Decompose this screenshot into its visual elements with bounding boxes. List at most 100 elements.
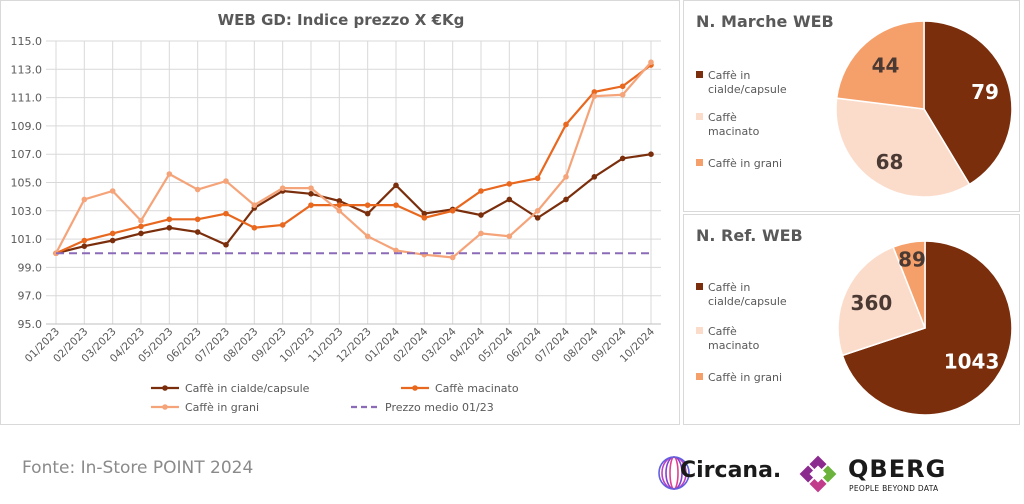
qberg-logo-text: QBERG [848, 455, 947, 483]
data-point [393, 202, 399, 208]
data-point [81, 243, 88, 249]
circana-logo [658, 456, 690, 490]
y-tick-label: 103.0 [11, 205, 43, 218]
slice-value-label: 44 [872, 53, 900, 77]
data-point [166, 224, 173, 231]
legend-label: Caffè macinato [708, 111, 760, 138]
brands-pie-panel: N. Marche WEB 79 68 44 Caffè in cialde/capsul… [683, 0, 1020, 212]
slice-value-label: 89 [898, 248, 926, 272]
data-point [563, 174, 569, 180]
slice-value-label: 79 [971, 80, 999, 104]
data-point [194, 229, 201, 235]
data-point [308, 185, 314, 191]
data-point [619, 91, 626, 98]
legend-label: Caffè macinato [435, 382, 519, 395]
data-point [619, 83, 626, 90]
data-point [591, 89, 598, 95]
chart-title: WEB GD: Indice prezzo X €Kg [218, 11, 465, 29]
legend-marker [162, 385, 168, 391]
data-point [223, 241, 229, 248]
data-point [109, 237, 116, 244]
brands-pie-chart: N. Marche WEB 79 68 44 Caffè in cialde/capsul… [696, 12, 1013, 198]
y-tick-label: 111.0 [11, 92, 43, 105]
data-point [478, 212, 484, 218]
data-point [478, 230, 484, 237]
data-point [364, 210, 371, 217]
qberg-logo [799, 455, 837, 493]
data-point [138, 223, 144, 230]
pie-slice [835, 20, 925, 110]
data-point [648, 59, 654, 66]
pie-title: N. Ref. WEB [696, 226, 803, 245]
data-point [279, 222, 286, 228]
data-point [308, 191, 314, 197]
data-point [364, 233, 371, 240]
data-point [648, 151, 654, 157]
legend-swatch [696, 159, 703, 166]
data-point [393, 247, 399, 254]
data-point [534, 208, 541, 214]
data-point [308, 202, 314, 208]
data-point [251, 202, 258, 208]
pie-slice [923, 20, 1013, 186]
y-tick-label: 115.0 [11, 35, 43, 48]
data-point [393, 182, 399, 189]
y-tick-label: 105.0 [11, 177, 43, 190]
data-point [591, 93, 598, 99]
y-tick-label: 101.0 [11, 233, 43, 246]
slice-value-label: 1043 [944, 350, 1000, 374]
data-point [534, 215, 541, 221]
legend-label: Caffè in cialde/capsule [185, 382, 310, 395]
data-point [138, 230, 144, 237]
legend-label: Prezzo medio 01/23 [385, 401, 494, 414]
circana-logo-text: Circana. [680, 458, 782, 483]
legend-label: Caffè in grani [708, 371, 782, 384]
y-tick-label: 113.0 [11, 63, 43, 76]
data-point [506, 233, 513, 240]
data-point [138, 217, 144, 224]
legend-label: Caffè in grani [185, 401, 259, 414]
data-point [563, 196, 569, 203]
pie-slice [841, 240, 1013, 416]
data-point [194, 216, 201, 223]
data-point [506, 181, 513, 187]
y-tick-label: 99.0 [18, 261, 43, 274]
data-point [109, 188, 116, 194]
data-point [223, 210, 229, 217]
legend-swatch [696, 283, 703, 290]
data-point [563, 121, 569, 128]
data-point [81, 196, 88, 203]
legend-marker [162, 404, 168, 410]
data-point [81, 237, 88, 244]
data-point [336, 198, 343, 204]
y-tick-label: 107.0 [11, 148, 43, 161]
qberg-logo-tagline: PEOPLE BEYOND DATA [849, 484, 939, 493]
y-tick-label: 97.0 [18, 290, 43, 303]
series-line [55, 153, 652, 255]
data-point [223, 178, 229, 184]
data-point [166, 216, 173, 223]
data-point [449, 254, 456, 261]
data-point [194, 186, 201, 193]
source-note: Fonte: In-Store POINT 2024 [22, 458, 254, 478]
data-point [619, 155, 626, 162]
slice-value-label: 68 [876, 150, 904, 174]
y-tick-label: 95.0 [18, 318, 43, 331]
legend-swatch [696, 71, 703, 78]
series-line [55, 61, 652, 259]
slice-value-label: 360 [851, 291, 893, 315]
legend-swatch [696, 373, 703, 380]
pie-slice [892, 240, 926, 329]
data-point [421, 215, 428, 221]
data-point [478, 188, 484, 194]
series-line [55, 64, 652, 255]
legend-label: Caffè in cialde/capsule [708, 69, 787, 96]
legend-label: Caffè macinato [708, 325, 760, 352]
data-point [109, 230, 116, 237]
y-tick-label: 109.0 [11, 120, 43, 133]
data-point [449, 208, 456, 214]
data-point [251, 224, 258, 231]
data-point [336, 202, 343, 208]
pie-title: N. Marche WEB [696, 12, 834, 31]
